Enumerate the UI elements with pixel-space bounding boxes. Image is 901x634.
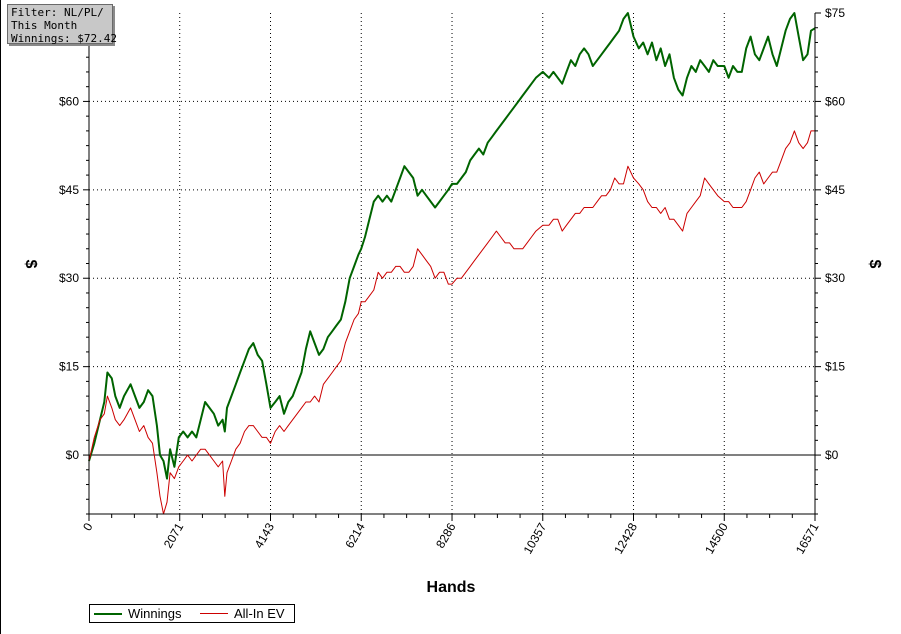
filter-line: Filter: NL/PL/	[11, 6, 104, 19]
y-tick-label-right: $45	[825, 183, 845, 197]
x-tick-label: 14500	[702, 520, 731, 556]
x-tick-label: 2071	[161, 520, 187, 550]
y-tick-label-left: $30	[59, 271, 79, 285]
legend-swatch-allin-ev	[200, 613, 228, 614]
x-tick-label: 8286	[433, 520, 459, 550]
x-tick-label: 0	[80, 520, 96, 533]
y-tick-label-left: $15	[59, 360, 79, 374]
window-left-border	[0, 0, 1, 634]
y-tick-label-right: $15	[825, 360, 845, 374]
y-tick-label-left: $60	[59, 94, 79, 108]
period-line: This Month	[11, 19, 78, 32]
chart-legend: Winnings All-In EV	[89, 604, 295, 623]
x-axis-title: Hands	[427, 579, 476, 596]
series-lines	[88, 12, 816, 515]
allin-ev-series-line	[88, 130, 815, 515]
y-tick-label-right: $75	[825, 6, 845, 20]
y-tick-label-left: $0	[66, 448, 80, 462]
grid-lines	[89, 13, 815, 514]
y-tick-label-right: $60	[825, 94, 845, 108]
filter-info-box: Filter: NL/PL/ This Month Winnings: $72.…	[7, 4, 117, 45]
y-axis-title-right: $	[866, 260, 883, 269]
y-tick-label-right: $0	[825, 448, 839, 462]
x-tick-label: 4143	[252, 520, 278, 550]
y-tick-label-left: $45	[59, 183, 79, 197]
x-tick-label: 16571	[793, 520, 822, 556]
x-tick-label: 10357	[521, 520, 550, 556]
legend-item-allin-ev: All-In EV	[200, 606, 285, 621]
legend-item-winnings: Winnings	[94, 606, 181, 621]
winnings-series-line	[88, 12, 816, 480]
x-tick-label: 12428	[611, 520, 640, 556]
y-axis-title-left: $	[22, 260, 39, 269]
legend-swatch-winnings	[94, 612, 122, 615]
winnings-line: Winnings: $72.42	[11, 32, 117, 45]
legend-label-winnings: Winnings	[128, 606, 182, 621]
y-tick-label-right: $30	[825, 271, 845, 285]
plot-frame	[88, 13, 816, 515]
x-tick-label: 6214	[342, 520, 368, 550]
legend-label-allin-ev: All-In EV	[234, 606, 285, 621]
